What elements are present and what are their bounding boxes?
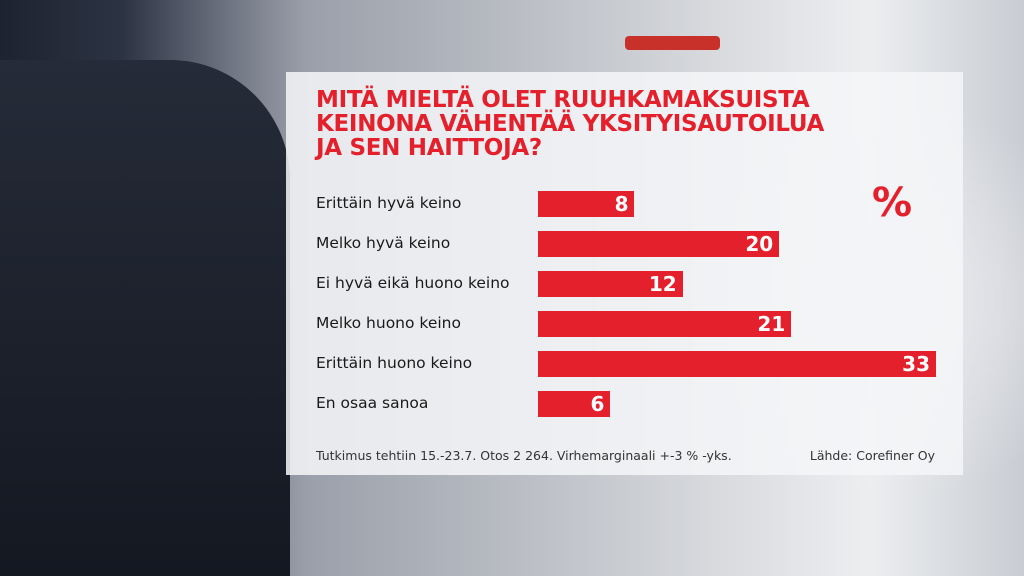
bar-row: Ei hyvä eikä huono keino 12 xyxy=(286,271,963,297)
survey-note: Tutkimus tehtiin 15.-23.7. Otos 2 264. V… xyxy=(316,448,732,463)
category-label: Melko hyvä keino xyxy=(316,234,451,252)
bar: 21 xyxy=(538,311,792,337)
car-brake-light xyxy=(625,36,720,50)
bar-row: En osaa sanoa 6 xyxy=(286,391,963,417)
bar: 6 xyxy=(538,391,611,417)
bar-row: Erittäin hyvä keino 8 xyxy=(286,191,963,217)
chart-title: MITÄ MIELTÄ OLET RUUHKAMAKSUISTA KEINONA… xyxy=(316,88,824,160)
car-dark-left xyxy=(0,60,290,576)
value-label: 21 xyxy=(757,312,786,336)
category-label: En osaa sanoa xyxy=(316,394,429,412)
bar: 12 xyxy=(538,271,683,297)
value-label: 6 xyxy=(590,392,605,416)
category-label: Ei hyvä eikä huono keino xyxy=(316,274,510,292)
value-label: 20 xyxy=(745,232,774,256)
title-line: JA SEN HAITTOJA? xyxy=(316,135,542,161)
unit-label: % xyxy=(872,180,913,226)
bar-row: Melko huono keino 21 xyxy=(286,311,963,337)
title-line: KEINONA VÄHENTÄÄ YKSITYISAUTOILUA xyxy=(316,111,825,137)
chart-panel: MITÄ MIELTÄ OLET RUUHKAMAKSUISTA KEINONA… xyxy=(286,72,963,475)
bar: 8 xyxy=(538,191,635,217)
value-label: 12 xyxy=(648,272,677,296)
bar-row: Melko hyvä keino 20 xyxy=(286,231,963,257)
source-label: Lähde: Corefiner Oy xyxy=(809,448,935,463)
bar: 20 xyxy=(538,231,780,257)
bar-row: Erittäin huono keino 33 xyxy=(286,351,963,377)
category-label: Melko huono keino xyxy=(316,314,461,332)
value-label: 33 xyxy=(902,352,930,376)
category-label: Erittäin huono keino xyxy=(316,354,473,372)
bar: 33 xyxy=(538,351,936,377)
value-label: 8 xyxy=(614,192,629,216)
category-label: Erittäin hyvä keino xyxy=(316,194,462,212)
title-line: MITÄ MIELTÄ OLET RUUHKAMAKSUISTA xyxy=(316,87,810,113)
